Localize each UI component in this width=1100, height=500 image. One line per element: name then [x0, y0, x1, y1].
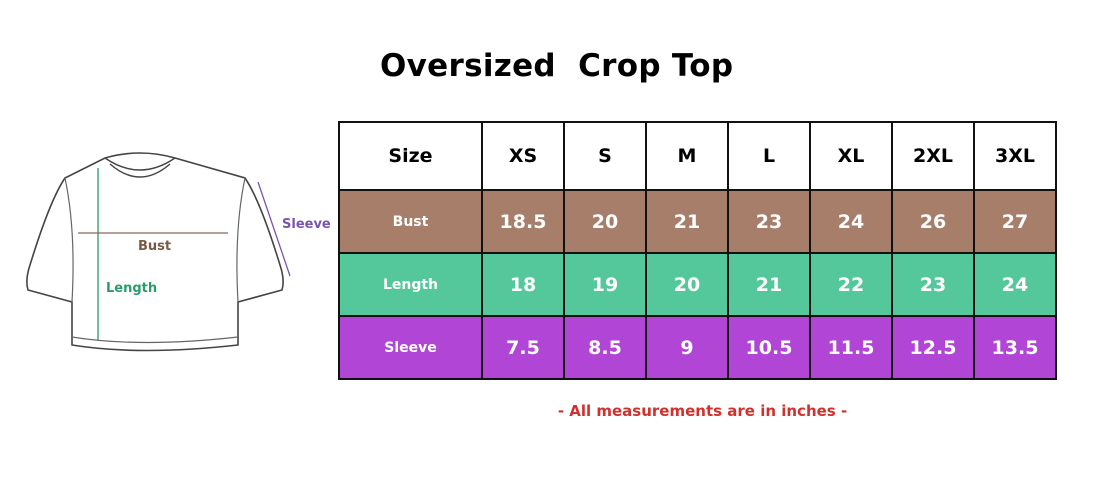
measurement: 19: [563, 252, 647, 317]
measurement: 23: [891, 252, 975, 317]
measurement: 23: [727, 189, 811, 254]
measurement: 11.5: [809, 315, 893, 380]
header-cell: XL: [809, 121, 893, 191]
bust-label: Bust: [138, 239, 171, 254]
measurement: 18: [481, 252, 565, 317]
row-name: Bust: [338, 189, 483, 254]
data-row: Sleeve 7.5 8.5 9 10.5 11.5 12.5 13.5: [338, 315, 1057, 380]
measurement: 21: [727, 252, 811, 317]
length-label: Length: [106, 281, 157, 296]
row-name: Sleeve: [338, 315, 483, 380]
shirt-seams: [64, 177, 246, 344]
measurement: 18.5: [481, 189, 565, 254]
measurement: 24: [809, 189, 893, 254]
measurement: 8.5: [563, 315, 647, 380]
data-row: Length 18 19 20 21 22 23 24: [338, 252, 1057, 317]
measurement: 24: [973, 252, 1057, 317]
sleeve-label: Sleeve: [282, 217, 330, 232]
measurement: 22: [809, 252, 893, 317]
header-cell: 2XL: [891, 121, 975, 191]
measurement: 27: [973, 189, 1057, 254]
measurement: 20: [645, 252, 729, 317]
measurement: 7.5: [481, 315, 565, 380]
shirt-collar: [104, 157, 176, 178]
header-cell: Size: [338, 121, 483, 191]
title: Oversized Crop Top: [380, 48, 734, 84]
measurement: 10.5: [727, 315, 811, 380]
header-cell: M: [645, 121, 729, 191]
row-name: Length: [338, 252, 483, 317]
size-table: Size XS S M L XL 2XL 3XL Bust 18.5 20 21 23 24 26 27 Len…: [338, 121, 1057, 380]
header-cell: L: [727, 121, 811, 191]
measurement: 9: [645, 315, 729, 380]
measurement: 26: [891, 189, 975, 254]
measurement: 13.5: [973, 315, 1057, 380]
shirt-diagram: Bust Length Sleeve: [26, 152, 330, 352]
header-cell: XS: [481, 121, 565, 191]
sleeve-arrow: [257, 181, 291, 277]
header-cell: 3XL: [973, 121, 1057, 191]
note: - All measurements are in inches -: [557, 402, 848, 420]
measurement: 12.5: [891, 315, 975, 380]
data-row: Bust 18.5 20 21 23 24 26 27: [338, 189, 1057, 254]
header-row: Size XS S M L XL 2XL 3XL: [338, 121, 1057, 191]
header-cell: S: [563, 121, 647, 191]
measurement: 20: [563, 189, 647, 254]
measurement: 21: [645, 189, 729, 254]
